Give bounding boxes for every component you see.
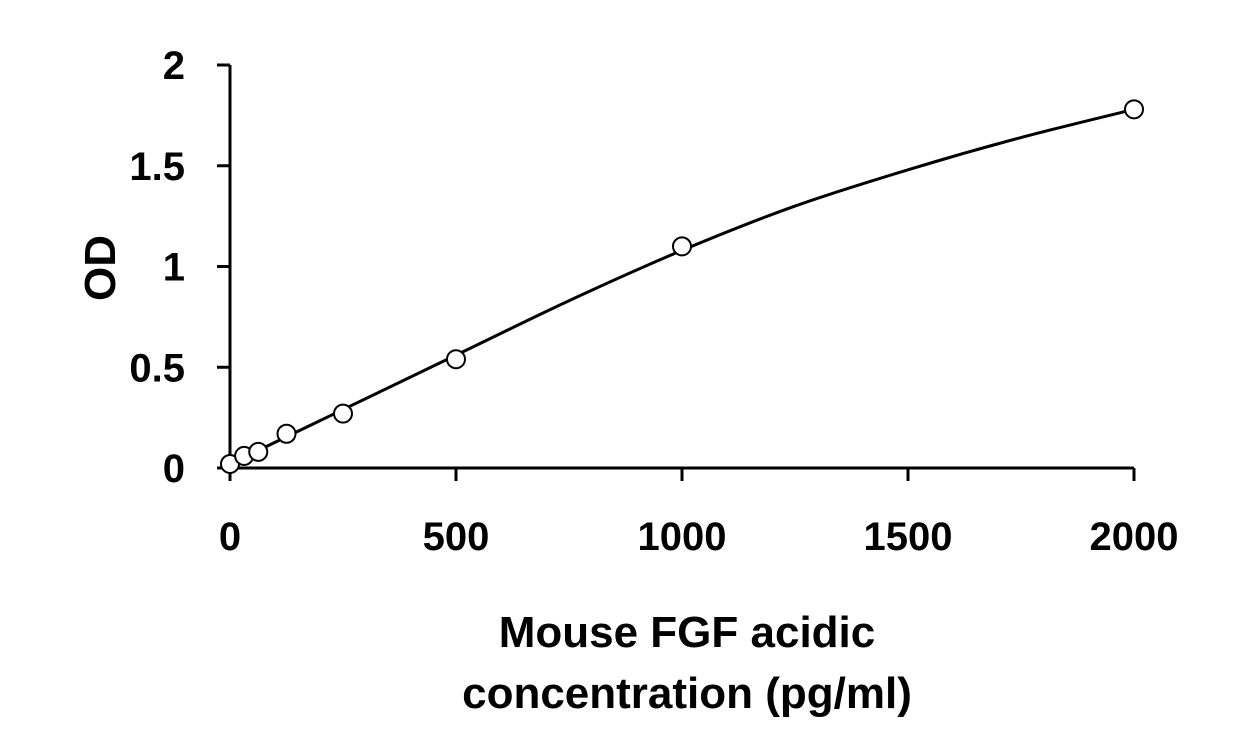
x-axis-title-line-1: Mouse FGF acidic <box>499 608 876 657</box>
data-point <box>248 441 269 462</box>
data-point <box>333 403 353 424</box>
y-tick-label: 1 <box>163 246 185 290</box>
fit-curve-layer <box>229 107 1135 466</box>
y-tick-label: 2 <box>163 44 185 88</box>
x-tick-label: 500 <box>423 515 490 559</box>
x-tick-label: 2000 <box>1090 515 1179 559</box>
x-axis-title-line-2: concentration (pg/ml) <box>462 669 912 718</box>
data-point <box>276 423 297 444</box>
x-tick-label: 1000 <box>638 515 727 559</box>
data-point <box>446 349 466 370</box>
data-point <box>1124 99 1144 120</box>
data-point <box>672 236 692 257</box>
tick-layer: 0 0.5 1 1.5 2 0 500 1000 1500 2000 <box>129 44 1178 559</box>
y-tick-label: 1.5 <box>129 145 185 189</box>
y-tick-label: 0.5 <box>129 346 185 390</box>
fit-curve <box>229 107 1135 466</box>
x-tick-label: 0 <box>219 515 241 559</box>
y-axis-title: OD <box>76 235 125 301</box>
y-tick-label: 0 <box>163 447 185 491</box>
axes <box>228 65 1134 470</box>
x-tick-label: 1500 <box>864 515 953 559</box>
data-points <box>220 99 1144 474</box>
